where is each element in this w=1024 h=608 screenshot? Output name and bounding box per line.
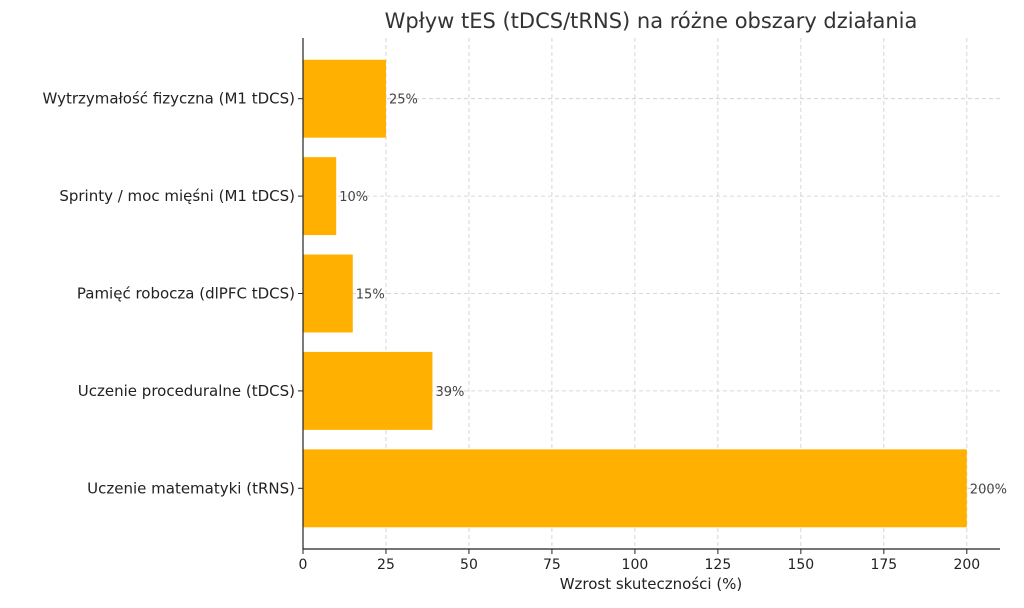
x-tick-label: 150 [787,557,814,573]
bars [303,59,967,528]
y-tick-label: Sprinty / moc mięśni (M1 tDCS) [59,187,295,205]
bar-value-label: 25% [389,93,418,108]
x-tick-label: 200 [953,557,980,573]
bar [303,59,386,138]
y-tick-label: Uczenie proceduralne (tDCS) [78,382,295,400]
y-tick-label: Uczenie matematyki (tRNS) [87,479,295,497]
chart-title: Wpływ tES (tDCS/tRNS) na różne obszary d… [385,9,918,33]
bar-value-label: 15% [356,288,385,303]
y-tick-label: Pamięć robocza (dlPFC tDCS) [77,285,295,303]
x-tick-label: 125 [705,557,732,573]
x-axis-label: Wzrost skuteczności (%) [560,575,743,593]
x-tick-label: 75 [543,557,561,573]
x-tick-label: 0 [299,557,308,573]
y-tick-label: Wytrzymałość fizyczna (M1 tDCS) [43,90,296,108]
bar [303,254,353,333]
bar-value-label: 39% [435,385,464,400]
bar [303,157,337,236]
bar [303,351,433,430]
bar-value-label: 10% [339,190,368,205]
labels: 0 25 50 75 100 125 150 175 200 Uczenie matematyki… [43,90,1007,573]
bar [303,449,967,528]
bar-value-label: 200% [970,482,1007,497]
x-tick-label: 25 [377,557,395,573]
x-tick-label: 100 [622,557,649,573]
x-tick-label: 175 [870,557,897,573]
x-tick-label: 50 [460,557,478,573]
